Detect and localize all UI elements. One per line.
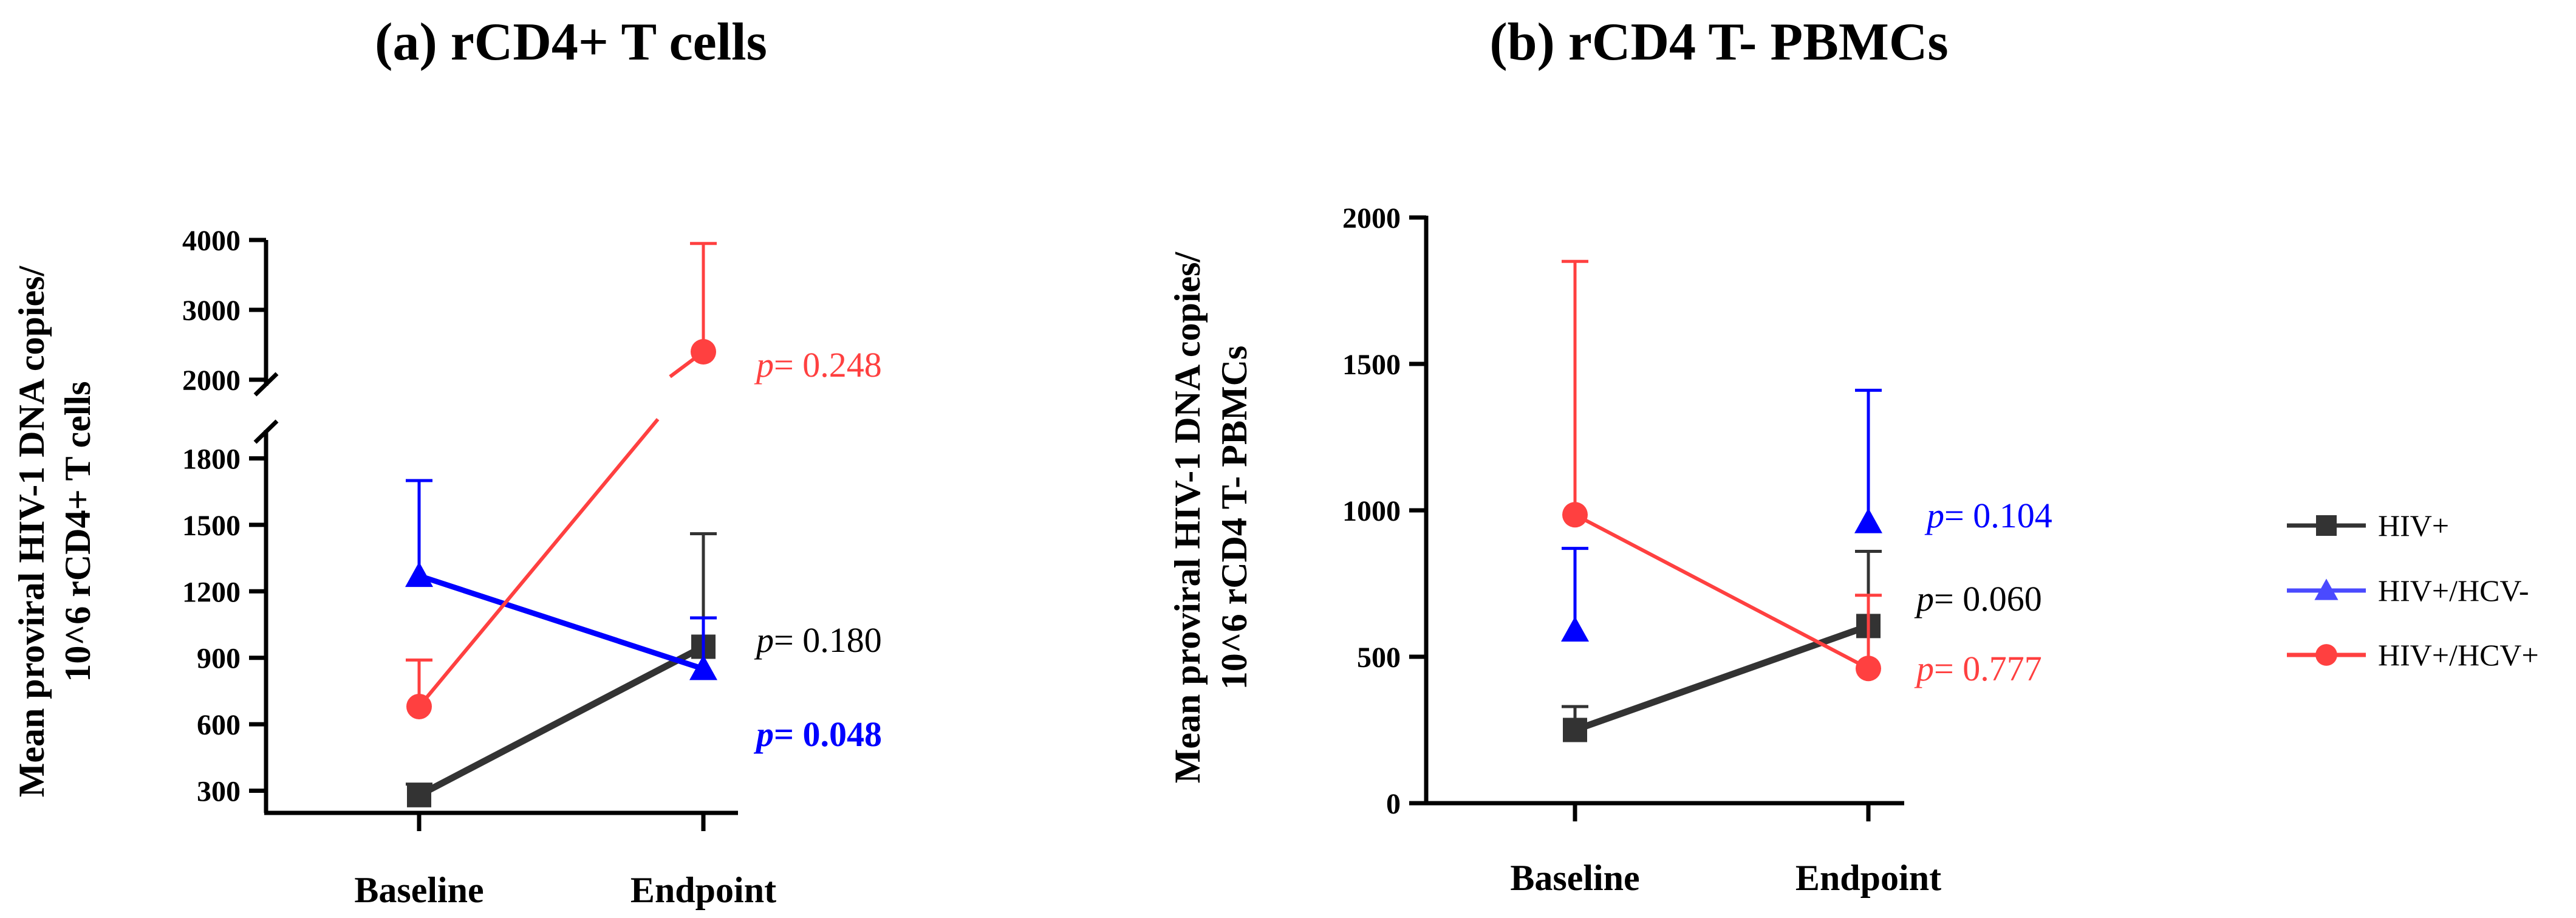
panel-b-series-hiv-hcv [1561, 388, 1882, 642]
panel-b-series-hiv [1562, 549, 1882, 742]
panel-b-y-tick-label: 2000 [1342, 202, 1401, 235]
legend-label-hiv: HIV+ [2378, 509, 2449, 543]
panel-a-title: (a) rCD4+ T cells [375, 13, 767, 72]
panel-a-axis-break-upper [253, 372, 279, 397]
panel-a-series-hiv-hcv [405, 479, 717, 680]
panel-a-ticks: 300 600 900 1200 1500 1800 2000 3000 4000 [182, 225, 266, 808]
panel-b-category-baseline: Baseline [1510, 858, 1639, 898]
legend-item-hiv: HIV+ [2287, 509, 2449, 543]
panel-b-point-hiv-hcv-endpoint [1854, 508, 1882, 533]
panel-a-point-hiv-hcv-endpoint [689, 654, 717, 680]
panel-a-point-hiv-hcv-endpoint [691, 339, 716, 365]
panel-b-pvalue-hcv-pos: p= 0.777 [1914, 649, 2042, 688]
panel-b-y-tick-label: 0 [1386, 788, 1401, 820]
panel-b: (b) rCD4 T- PBMCs Mean proviral HIV-1 DN… [1167, 13, 2052, 898]
panel-a: (a) rCD4+ T cells Mean proviral HIV-1 DN… [12, 13, 882, 910]
panel-b-point-hiv-baseline [1563, 718, 1587, 742]
panel-a-y-tick-label: 1200 [182, 576, 241, 608]
panel-a-line-hiv [417, 643, 705, 798]
panel-b-ticks: 0 500 1000 1500 2000 [1342, 202, 1426, 820]
panel-a-y-tick-label: 1500 [182, 510, 241, 542]
panel-a-point-hiv-baseline [407, 783, 431, 807]
panel-b-y-tick-label: 1000 [1342, 495, 1401, 527]
legend-marker-hiv-hcv [2315, 644, 2337, 666]
panel-b-y-tick-label: 500 [1357, 642, 1401, 674]
panel-a-line-hiv-hcv [418, 573, 705, 672]
panel-a-y-tick-label: 900 [197, 643, 241, 675]
panel-a-y-tick-label: 3000 [182, 295, 241, 327]
legend: HIV+ HIV+/HCV- HIV+/HCV+ [2287, 509, 2539, 672]
legend-marker-hiv [2316, 515, 2337, 536]
panel-b-y-tick-label: 1500 [1342, 349, 1401, 381]
panel-a-y-tick-label: 2000 [182, 365, 241, 397]
panel-a-series [405, 242, 717, 807]
legend-label-hiv-hcv: HIV+/HCV- [2378, 574, 2529, 608]
legend-item-hiv-hcv: HIV+/HCV+ [2287, 638, 2539, 672]
panel-a-category-baseline: Baseline [354, 870, 483, 910]
panel-b-series [1561, 259, 1882, 742]
legend-label-hiv-hcv: HIV+/HCV+ [2378, 638, 2539, 672]
panel-b-series-hiv-hcv [1562, 259, 1882, 682]
panel-b-point-hiv-hcv-baseline [1561, 616, 1589, 642]
panel-a-y-tick-label: 1800 [182, 443, 241, 475]
panel-a-series-hiv-hcv [406, 242, 717, 719]
panel-a-pvalue-hiv: p= 0.180 [754, 620, 882, 660]
panel-b-point-hiv-hcv-baseline [1562, 502, 1588, 528]
panel-a-y-tick-label: 600 [197, 709, 241, 741]
legend-item-hiv-hcv: HIV+/HCV- [2287, 574, 2529, 608]
panel-b-line-hiv [1574, 623, 1870, 733]
panel-a-line-hiv-hcv [417, 418, 660, 708]
panel-b-point-hiv-hcv-endpoint [1856, 656, 1881, 682]
panel-a-ylabel-line1: Mean proviral HIV-1 DNA copies/ [12, 265, 52, 797]
panel-a-ylabel-line2: 10^6 rCD4+ T cells [58, 381, 98, 682]
panel-a-series-hiv [406, 532, 717, 807]
panel-b-title: (b) rCD4 T- PBMCs [1489, 13, 1948, 72]
panel-a-y-tick-label: 4000 [182, 225, 241, 257]
panel-a-axes [253, 240, 738, 831]
panel-b-axes [1424, 216, 1904, 821]
panel-a-y-tick-label: 300 [197, 776, 241, 808]
panel-a-point-hiv-hcv-baseline [405, 561, 433, 587]
panel-b-pvalue-hiv: p= 0.060 [1914, 579, 2042, 618]
panel-a-axis-break-lower [253, 419, 279, 444]
panel-b-pvalue-hcv-neg: p= 0.104 [1924, 496, 2052, 535]
panel-a-point-hiv-hcv-baseline [406, 693, 432, 719]
panel-b-ylabel-line2: 10^6 rCD4 T- PBMCs [1214, 346, 1254, 690]
panel-b-ylabel-line1: Mean proviral HIV-1 DNA copies/ [1167, 251, 1208, 783]
panel-b-line-hiv-hcv [1574, 513, 1870, 670]
legend-marker-hiv-hcv [2314, 578, 2339, 600]
panel-a-pvalue-hcv-pos: p= 0.248 [754, 345, 882, 385]
panel-b-category-endpoint: Endpoint [1795, 858, 1941, 898]
panel-a-category-endpoint: Endpoint [630, 870, 776, 910]
panel-a-pvalue-hcv-neg: p= 0.048 [753, 714, 882, 754]
